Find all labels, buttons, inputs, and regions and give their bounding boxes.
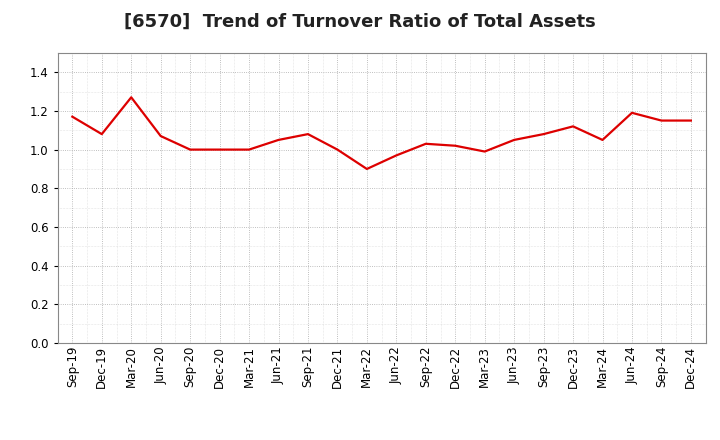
- Text: [6570]  Trend of Turnover Ratio of Total Assets: [6570] Trend of Turnover Ratio of Total …: [124, 13, 596, 31]
